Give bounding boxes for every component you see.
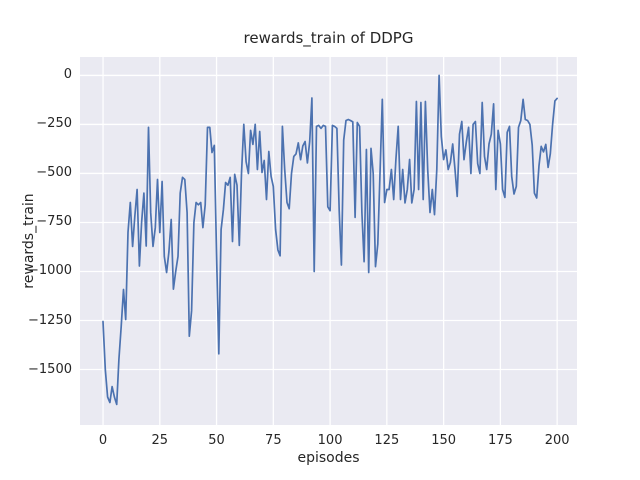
y-tick-label: −1500 <box>28 361 72 377</box>
chart-title: rewards_train of DDPG <box>243 29 414 47</box>
y-tick-label: −500 <box>36 165 72 181</box>
x-tick-label: 200 <box>544 433 570 448</box>
x-tick-label: 125 <box>374 433 400 448</box>
y-tick-label: 0 <box>63 67 72 83</box>
y-tick-label: −1000 <box>28 263 72 279</box>
x-tick-label: 150 <box>431 433 457 448</box>
x-axis-label: episodes <box>297 450 360 466</box>
y-tick-label: −750 <box>36 214 72 230</box>
x-tick-label: 0 <box>98 433 108 448</box>
x-tick-label: 50 <box>208 433 225 448</box>
x-tick-label: 100 <box>317 433 343 448</box>
y-tick-label: −1250 <box>28 312 72 328</box>
y-tick-label: −250 <box>36 116 72 132</box>
y-axis-label: rewards_train <box>21 193 37 289</box>
x-tick-label: 175 <box>487 433 513 448</box>
x-tick-label: 75 <box>265 433 282 448</box>
x-tick-label: 25 <box>151 433 169 448</box>
